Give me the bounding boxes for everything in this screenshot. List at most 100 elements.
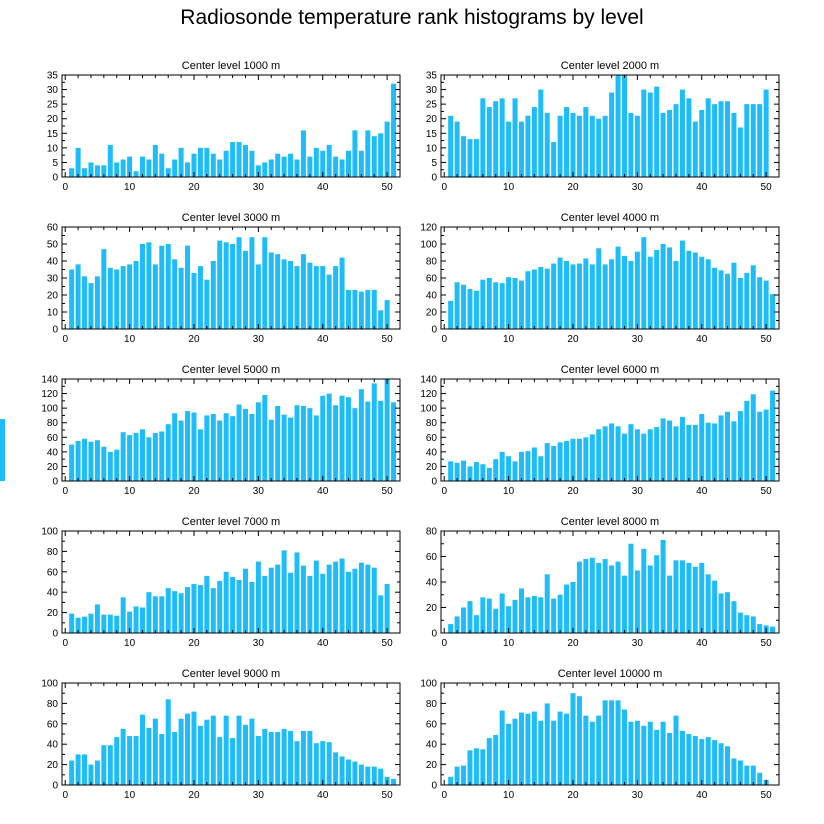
- y-tick-label: 0: [431, 477, 437, 488]
- histogram-panel-4: Center level 4000 m 0 10 20 30 40 50 0 20 40 60 80 1…: [420, 212, 780, 345]
- y-tick-label: 15: [426, 129, 438, 140]
- histogram-bar: [602, 559, 608, 633]
- histogram-bar: [146, 159, 152, 177]
- histogram-bar: [493, 101, 499, 177]
- y-tick-label: 80: [426, 699, 438, 710]
- histogram-bar: [570, 438, 576, 481]
- histogram-bar: [94, 604, 100, 633]
- histogram-panel-3: Center level 3000 m 0 10 20 30 40 50 0 10 20 30 40 5…: [47, 212, 401, 345]
- histogram-bar: [596, 429, 602, 481]
- x-tick-label: 10: [124, 182, 136, 193]
- histogram-bar: [268, 731, 274, 785]
- panel-title: Center level 7000 m: [182, 516, 280, 528]
- histogram-bar: [114, 615, 120, 633]
- histogram-bar: [621, 75, 627, 177]
- histogram-bar: [512, 718, 518, 785]
- x-tick-label: 20: [188, 486, 200, 497]
- histogram-bar: [191, 584, 197, 633]
- histogram-bar: [210, 261, 216, 329]
- histogram-bar: [654, 427, 660, 481]
- histogram-bar: [486, 467, 492, 481]
- histogram-bar: [686, 562, 692, 634]
- histogram-bar: [486, 738, 492, 785]
- histogram-bar: [242, 408, 248, 481]
- histogram-bar: [518, 588, 524, 634]
- y-tick-label: 60: [47, 567, 59, 578]
- histogram-bar: [518, 280, 524, 329]
- histogram-bar: [712, 580, 718, 633]
- histogram-bar: [602, 700, 608, 785]
- histogram-bar: [217, 240, 223, 329]
- histogram-bar: [448, 776, 454, 785]
- histogram-bar: [602, 264, 608, 329]
- histogram-bar: [724, 273, 730, 329]
- histogram-bar: [75, 754, 81, 785]
- histogram-bar: [249, 150, 255, 177]
- histogram-bar: [718, 593, 724, 633]
- histogram-bar: [133, 261, 139, 329]
- x-tick-label: 10: [503, 486, 515, 497]
- histogram-bar: [133, 432, 139, 481]
- histogram-bar: [737, 278, 743, 329]
- x-tick-label: 50: [761, 334, 773, 345]
- histogram-bar: [557, 594, 563, 633]
- histogram-bar: [120, 266, 126, 329]
- histogram-bar: [69, 760, 75, 785]
- histogram-bar: [197, 429, 203, 481]
- y-tick-label: 20: [426, 308, 438, 319]
- histogram-bar: [197, 585, 203, 633]
- histogram-bar: [326, 274, 332, 329]
- histogram-bar: [255, 736, 261, 785]
- histogram-bar: [262, 237, 268, 329]
- histogram-bar: [518, 712, 524, 785]
- histogram-bar: [525, 451, 531, 481]
- histogram-bar: [307, 730, 313, 785]
- histogram-bar: [197, 266, 203, 329]
- histogram-bar: [223, 150, 229, 177]
- histogram-bar: [467, 601, 473, 634]
- y-tick-label: 60: [47, 433, 59, 444]
- x-tick-label: 0: [441, 486, 447, 497]
- x-tick-label: 50: [382, 790, 394, 801]
- histogram-bar: [647, 92, 653, 177]
- y-tick-label: 100: [420, 679, 437, 690]
- histogram-bar: [493, 608, 499, 633]
- histogram-bar: [473, 462, 479, 481]
- histogram-bar: [757, 277, 763, 329]
- histogram-bar: [667, 575, 673, 634]
- x-tick-label: 0: [441, 638, 447, 649]
- histogram-bar: [518, 121, 524, 177]
- y-tick-label: 40: [426, 447, 438, 458]
- histogram-bar: [300, 254, 306, 329]
- histogram-bar: [288, 417, 294, 481]
- histogram-bar: [692, 736, 698, 785]
- histogram-bar: [615, 246, 621, 329]
- histogram-bar: [82, 616, 88, 633]
- histogram-bar: [371, 136, 377, 177]
- histogram-bar: [82, 754, 88, 785]
- histogram-bar: [345, 571, 351, 633]
- histogram-bar: [178, 718, 184, 785]
- histogram-bar: [467, 139, 473, 177]
- panel-title: Center level 10000 m: [558, 668, 663, 680]
- histogram-bar: [127, 611, 133, 633]
- y-tick-label: 0: [52, 325, 58, 336]
- histogram-bar: [197, 725, 203, 785]
- histogram-bar: [480, 279, 486, 329]
- histogram-bar: [365, 766, 371, 785]
- y-tick-label: 35: [47, 71, 59, 82]
- histogram-bar: [352, 568, 358, 633]
- histogram-bar: [493, 459, 499, 481]
- histogram-bar: [448, 115, 454, 177]
- x-tick-label: 40: [696, 790, 708, 801]
- y-tick-label: 40: [47, 588, 59, 599]
- x-tick-label: 20: [567, 486, 579, 497]
- histogram-bar: [275, 153, 281, 177]
- x-tick-label: 40: [317, 790, 329, 801]
- histogram-bar: [480, 98, 486, 177]
- histogram-bar: [313, 147, 319, 177]
- histogram-bar: [473, 290, 479, 329]
- histogram-bar: [461, 765, 467, 785]
- histogram-bar: [101, 249, 107, 329]
- histogram-bar: [255, 165, 261, 177]
